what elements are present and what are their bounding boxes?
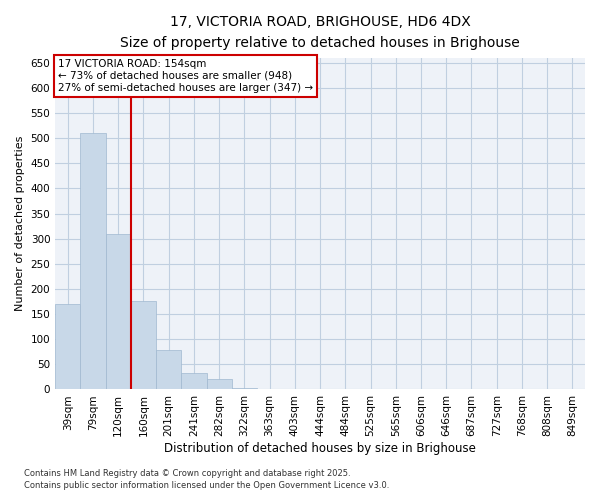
Bar [55, 304, 80, 390]
Text: 17 VICTORIA ROAD: 154sqm
← 73% of detached houses are smaller (948)
27% of semi-: 17 VICTORIA ROAD: 154sqm ← 73% of detach… [58, 60, 313, 92]
X-axis label: Distribution of detached houses by size in Brighouse: Distribution of detached houses by size … [164, 442, 476, 455]
Y-axis label: Number of detached properties: Number of detached properties [15, 136, 25, 312]
Text: Contains HM Land Registry data © Crown copyright and database right 2025.
Contai: Contains HM Land Registry data © Crown c… [24, 468, 389, 490]
Bar [80, 133, 106, 390]
Bar [232, 388, 257, 390]
Bar [131, 302, 156, 390]
Bar [206, 380, 232, 390]
Bar [181, 373, 206, 390]
Bar [106, 234, 131, 390]
Bar [156, 350, 181, 390]
Title: 17, VICTORIA ROAD, BRIGHOUSE, HD6 4DX
Size of property relative to detached hous: 17, VICTORIA ROAD, BRIGHOUSE, HD6 4DX Si… [120, 15, 520, 50]
